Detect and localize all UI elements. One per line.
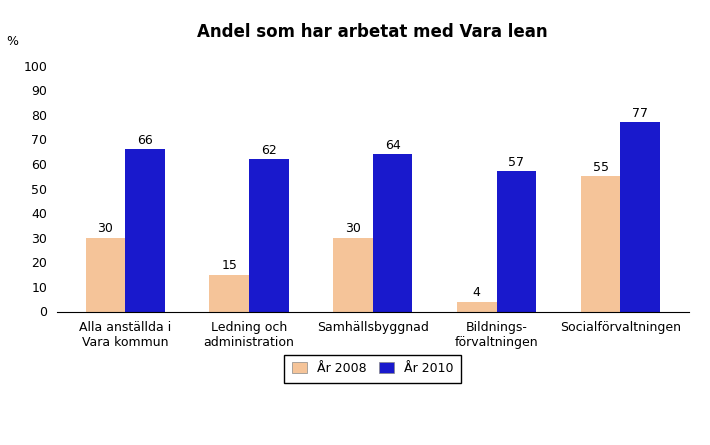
Text: 30: 30 xyxy=(345,222,361,235)
Bar xyxy=(249,159,288,312)
Text: 66: 66 xyxy=(137,134,153,147)
Legend: År 2008, År 2010: År 2008, År 2010 xyxy=(285,355,461,383)
Text: 30: 30 xyxy=(97,222,114,235)
Bar xyxy=(333,238,373,312)
Text: 64: 64 xyxy=(385,139,400,152)
Text: 62: 62 xyxy=(261,144,277,157)
Text: 4: 4 xyxy=(473,286,481,299)
Text: 57: 57 xyxy=(508,156,525,169)
Title: Andel som har arbetat med Vara lean: Andel som har arbetat med Vara lean xyxy=(197,23,548,41)
Text: 55: 55 xyxy=(593,161,608,174)
Bar xyxy=(621,122,660,312)
Bar xyxy=(209,275,249,312)
Text: 15: 15 xyxy=(222,259,237,272)
Bar xyxy=(496,171,536,312)
Bar xyxy=(125,149,165,312)
Bar xyxy=(85,238,125,312)
Bar xyxy=(457,302,496,312)
Bar xyxy=(581,176,621,312)
Text: %: % xyxy=(6,35,18,48)
Text: 77: 77 xyxy=(632,107,648,120)
Bar xyxy=(373,154,413,312)
